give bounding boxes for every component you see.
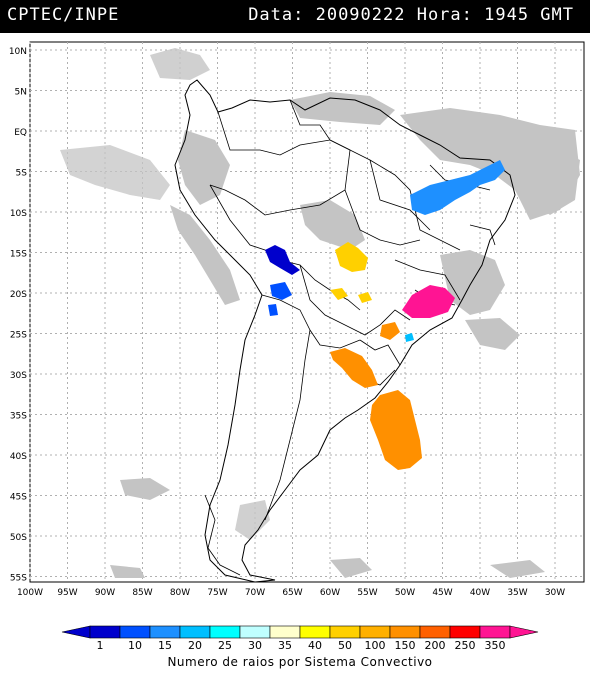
- latitude-label: 20S: [10, 290, 27, 300]
- longitude-labels: 100W 95W 90W 85W 80W 75W 70W 65W 60W 55W 50W 45W 40W…: [17, 588, 565, 598]
- latitude-label: EQ: [14, 128, 27, 138]
- colorbar-label: 25: [218, 639, 232, 652]
- longitude-label: 60W: [320, 588, 340, 598]
- longitude-label: 45W: [432, 588, 452, 598]
- lightning-map: 10N5NEQ5S10S15S20S25S30S35S40S45S50S55S …: [9, 41, 585, 652]
- colorbar-right-arrow: [509, 625, 539, 639]
- latitude-label: 55S: [10, 574, 27, 584]
- longitude-label: 90W: [95, 588, 115, 598]
- longitude-label: 100W: [17, 588, 43, 598]
- longitude-label: 35W: [507, 588, 527, 598]
- colorbar-segment: [179, 625, 211, 639]
- longitude-label: 75W: [207, 588, 227, 598]
- colorbar-segment: [239, 625, 271, 639]
- longitude-label: 95W: [57, 588, 77, 598]
- longitude-label: 65W: [282, 588, 302, 598]
- colorbar-label: 40: [308, 639, 322, 652]
- colorbar-label: 15: [158, 639, 172, 652]
- lightning-systems: [265, 160, 505, 470]
- colorbar-label: 20: [188, 639, 202, 652]
- latitude-label: 30S: [10, 371, 27, 381]
- longitude-label: 55W: [357, 588, 377, 598]
- longitude-label: 80W: [170, 588, 190, 598]
- date-time-label: Data: 20090222 Hora: 1945 GMT: [248, 5, 574, 25]
- colorbar-segment: [119, 625, 151, 639]
- map-panel: 10N 5N EQ 5S 10S 15S 20S 25S 30S 35S 40S 45S 50S 55S …: [0, 33, 600, 670]
- colorbar-segment: [449, 625, 481, 639]
- colorbar-label: 150: [395, 639, 416, 652]
- coastline: [174, 79, 516, 583]
- legend-labels: 1 10 15 20 25 30 35 40 50 100 150 200 250 350: [97, 639, 506, 652]
- colorbar-left-arrow: [61, 625, 91, 639]
- latitude-label: 35S: [10, 412, 27, 422]
- colorbar-label: 35: [278, 639, 292, 652]
- colorbar-segment: [479, 625, 511, 639]
- longitude-label: 40W: [470, 588, 490, 598]
- colorbar-label: 1: [97, 639, 104, 652]
- latitude-label: 5N: [15, 88, 27, 98]
- longitude-label: 50W: [395, 588, 415, 598]
- organization-label: CPTEC/INPE: [7, 5, 120, 25]
- latitude-label: 15S: [10, 250, 27, 260]
- colorbar-segment: [149, 625, 181, 639]
- colorbar-segment: [359, 625, 391, 639]
- latitude-label: 25S: [10, 331, 27, 341]
- colorbar-segment: [329, 625, 361, 639]
- colorbar-segment: [299, 625, 331, 639]
- map-header: CPTEC/INPE Data: 20090222 Hora: 1945 GMT: [0, 0, 590, 33]
- colorbar-label: 200: [425, 639, 446, 652]
- latitude-label: 40S: [10, 452, 27, 462]
- latitude-label: 10S: [10, 209, 27, 219]
- colorbar-segment: [419, 625, 451, 639]
- colorbar-label: 30: [248, 639, 262, 652]
- colorbar-segment: [389, 625, 421, 639]
- colorbar-segment: [269, 625, 301, 639]
- latitude-label: 10N: [9, 47, 27, 57]
- latitude-label: 5S: [16, 169, 28, 179]
- cloud-cover: [60, 48, 580, 578]
- colorbar-label: 250: [455, 639, 476, 652]
- colorbar-label: 50: [338, 639, 352, 652]
- legend-title: Numero de raios por Sistema Convectivo: [167, 655, 433, 669]
- colorbar-label: 100: [365, 639, 386, 652]
- longitude-label: 70W: [245, 588, 265, 598]
- latitude-label: 45S: [10, 493, 27, 503]
- colorbar-label: 10: [128, 639, 142, 652]
- colorbar-label: 350: [485, 639, 506, 652]
- latitude-labels: 10N 5N EQ 5S 10S 15S 20S 25S 30S 35S 40S 45S 50S 55S: [9, 47, 27, 584]
- latitude-label: 50S: [10, 533, 27, 543]
- longitude-label: 30W: [545, 588, 565, 598]
- legend-colorbar: [61, 625, 539, 639]
- longitude-label: 85W: [132, 588, 152, 598]
- colorbar-segment: [89, 625, 121, 639]
- colorbar-segment: [209, 625, 241, 639]
